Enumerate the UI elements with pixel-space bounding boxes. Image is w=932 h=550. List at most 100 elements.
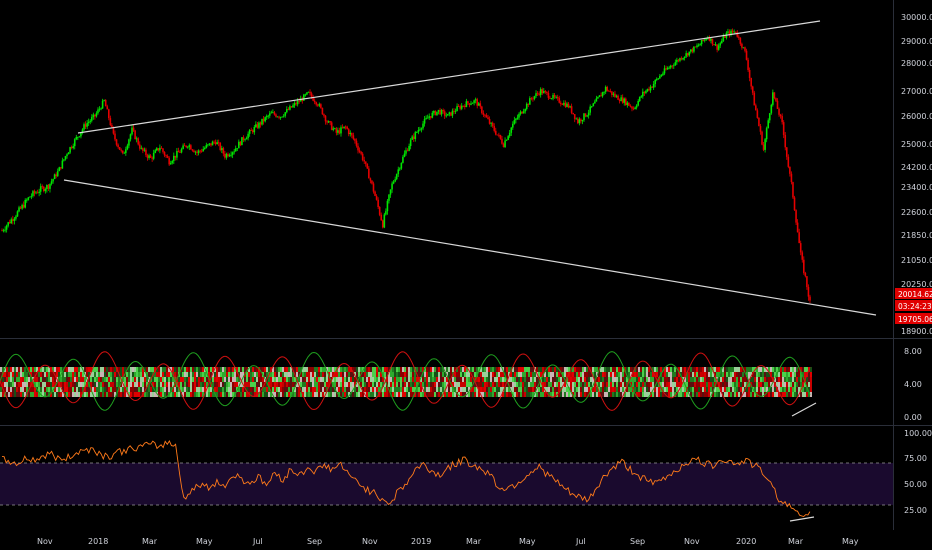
heatmap-cell bbox=[600, 387, 602, 392]
candle-body bbox=[720, 40, 723, 44]
candle-body bbox=[338, 130, 341, 134]
heatmap-cell bbox=[180, 392, 182, 397]
heatmap-cell bbox=[166, 387, 168, 392]
heatmap-cell bbox=[316, 372, 318, 377]
heatmap-cell bbox=[324, 382, 326, 387]
heatmap-cell bbox=[666, 382, 668, 387]
heatmap-cell bbox=[790, 377, 792, 382]
heatmap-cell bbox=[182, 387, 184, 392]
heatmap-cell bbox=[194, 392, 196, 397]
heatmap-cell bbox=[332, 377, 334, 382]
heatmap-cell bbox=[496, 367, 498, 372]
price-axis-label: 20250.00 bbox=[901, 280, 932, 289]
heatmap-cell bbox=[40, 372, 42, 377]
heatmap-cell bbox=[256, 372, 258, 377]
heatmap-cell bbox=[58, 392, 60, 397]
heatmap-cell bbox=[308, 392, 310, 397]
candle-body bbox=[329, 121, 331, 123]
candle-body bbox=[512, 123, 514, 128]
lower-trendline[interactable] bbox=[63, 179, 877, 316]
heatmap-cell bbox=[740, 377, 742, 382]
heatmap-cell bbox=[538, 377, 540, 382]
heatmap-cell bbox=[750, 392, 752, 397]
heatmap-cell bbox=[800, 377, 802, 382]
heatmap-cell bbox=[274, 387, 276, 392]
heatmap-cell bbox=[594, 392, 596, 397]
heatmap-cell bbox=[618, 387, 620, 392]
heatmap-cell bbox=[498, 387, 500, 392]
heatmap-cell bbox=[192, 367, 194, 372]
heatmap-cell bbox=[440, 392, 442, 397]
heatmap-cell bbox=[432, 392, 434, 397]
heatmap-cell bbox=[366, 377, 368, 382]
heatmap-cell bbox=[658, 372, 660, 377]
heatmap-cell bbox=[162, 372, 164, 377]
heatmap-cell bbox=[582, 367, 584, 372]
heatmap-cell bbox=[374, 382, 376, 387]
heatmap-cell bbox=[188, 387, 190, 392]
heatmap-cell bbox=[804, 372, 806, 377]
candle-body bbox=[126, 145, 129, 150]
upper-trendline[interactable] bbox=[77, 20, 821, 134]
oscillator-axis-label: 8.00 bbox=[904, 347, 922, 356]
heatmap-cell bbox=[716, 372, 718, 377]
heatmap-cell bbox=[378, 367, 380, 372]
candle-body bbox=[251, 130, 254, 133]
heatmap-cell bbox=[580, 372, 582, 377]
heatmap-cell bbox=[410, 392, 412, 397]
heatmap-cell bbox=[658, 367, 660, 372]
heatmap-cell bbox=[306, 387, 308, 392]
heatmap-cell bbox=[766, 382, 768, 387]
heatmap-cell bbox=[82, 377, 84, 382]
heatmap-cell bbox=[424, 367, 426, 372]
heatmap-cell bbox=[258, 382, 260, 387]
heatmap-cell bbox=[304, 367, 306, 372]
heatmap-cell bbox=[230, 377, 232, 382]
candle-body bbox=[381, 220, 384, 228]
heatmap-cell bbox=[384, 392, 386, 397]
price-axis-label: 27000.00 bbox=[901, 87, 932, 96]
candle-body bbox=[32, 191, 34, 196]
heatmap-cell bbox=[394, 367, 396, 372]
candle-body bbox=[446, 114, 449, 116]
heatmap-cell bbox=[544, 367, 546, 372]
heatmap-cell bbox=[670, 392, 672, 397]
candle-body bbox=[145, 149, 147, 156]
heatmap-cell bbox=[4, 372, 6, 377]
heatmap-cell bbox=[548, 387, 550, 392]
oscillator-divergence-line[interactable] bbox=[791, 402, 817, 417]
heatmap-cell bbox=[502, 382, 504, 387]
heatmap-cell bbox=[406, 372, 408, 377]
heatmap-cell bbox=[12, 382, 14, 387]
candle-body bbox=[751, 86, 754, 93]
candle-body bbox=[208, 143, 211, 145]
heatmap-cell bbox=[636, 382, 638, 387]
heatmap-cell bbox=[740, 392, 742, 397]
heatmap-cell bbox=[172, 387, 174, 392]
heatmap-cell bbox=[760, 367, 762, 372]
rsi-divergence-line[interactable] bbox=[789, 516, 815, 522]
heatmap-cell bbox=[30, 377, 32, 382]
heatmap-cell bbox=[438, 377, 440, 382]
heatmap-cell bbox=[806, 392, 808, 397]
candle-body bbox=[484, 114, 486, 116]
heatmap-cell bbox=[588, 367, 590, 372]
heatmap-cell bbox=[80, 387, 82, 392]
heatmap-cell bbox=[700, 392, 702, 397]
heatmap-cell bbox=[194, 367, 196, 372]
heatmap-cell bbox=[426, 382, 428, 387]
heatmap-cell bbox=[680, 382, 682, 387]
candle-body bbox=[13, 218, 16, 221]
candle-body bbox=[635, 105, 638, 108]
heatmap-cell bbox=[704, 377, 706, 382]
heatmap-cell bbox=[616, 377, 618, 382]
candle-body bbox=[781, 116, 783, 123]
heatmap-cell bbox=[102, 387, 104, 392]
heatmap-cell bbox=[118, 377, 120, 382]
heatmap-cell bbox=[722, 382, 724, 387]
heatmap-cell bbox=[760, 377, 762, 382]
candle-body bbox=[324, 115, 327, 122]
candle-body bbox=[160, 147, 163, 149]
heatmap-cell bbox=[402, 382, 404, 387]
heatmap-cell bbox=[558, 387, 560, 392]
